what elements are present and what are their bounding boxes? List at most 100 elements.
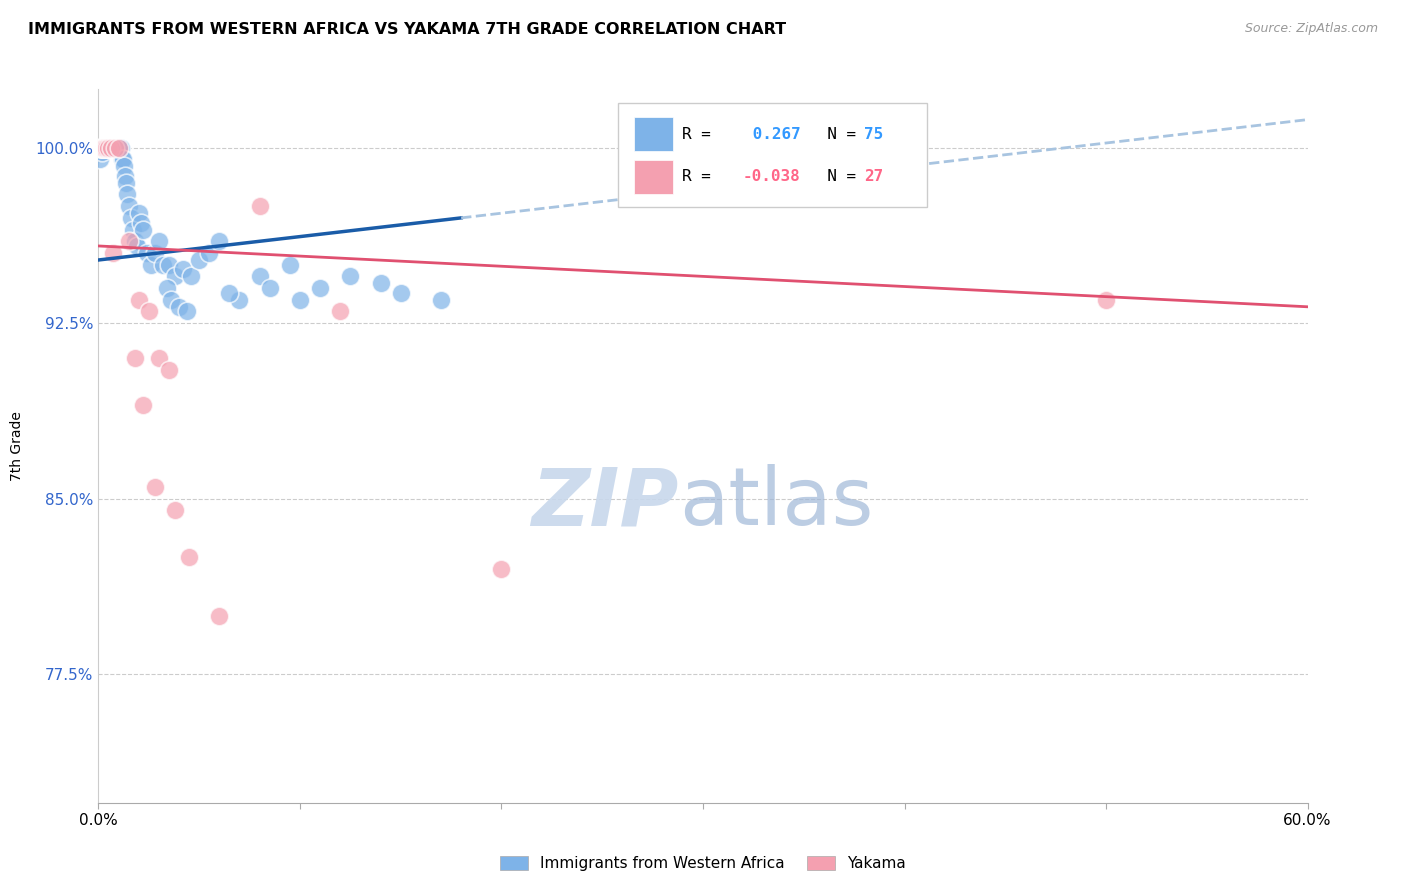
Point — [179, 550, 201, 565]
Point — [156, 281, 179, 295]
Point — [93, 141, 115, 155]
Point — [97, 141, 120, 155]
Point — [124, 234, 146, 248]
Text: atlas: atlas — [679, 464, 873, 542]
Point — [91, 141, 114, 155]
Point — [110, 141, 132, 155]
Point — [93, 141, 115, 155]
Point — [98, 141, 121, 155]
Point — [97, 141, 120, 155]
Point — [370, 277, 392, 291]
Point — [309, 281, 332, 295]
Y-axis label: 7th Grade: 7th Grade — [10, 411, 24, 481]
Point — [100, 141, 122, 155]
Point — [172, 262, 194, 277]
Point — [121, 222, 143, 236]
Point — [89, 153, 111, 167]
Point — [112, 160, 135, 174]
Point — [94, 141, 117, 155]
Text: N =: N = — [808, 127, 866, 142]
Point — [90, 141, 112, 155]
Point — [143, 480, 166, 494]
Point — [138, 304, 160, 318]
Point — [101, 141, 124, 155]
Text: N =: N = — [808, 169, 866, 185]
Point — [208, 234, 231, 248]
Point — [129, 216, 152, 230]
Point — [90, 141, 112, 155]
Text: IMMIGRANTS FROM WESTERN AFRICA VS YAKAMA 7TH GRADE CORRELATION CHART: IMMIGRANTS FROM WESTERN AFRICA VS YAKAMA… — [28, 22, 786, 37]
Point — [94, 141, 117, 155]
Point — [249, 199, 271, 213]
Point — [249, 269, 271, 284]
Point — [208, 608, 231, 623]
Point — [96, 141, 118, 155]
Point — [389, 285, 412, 300]
Point — [97, 141, 120, 155]
Point — [128, 206, 150, 220]
Point — [132, 222, 155, 236]
Point — [91, 145, 114, 160]
FancyBboxPatch shape — [634, 160, 672, 194]
Point — [114, 176, 136, 190]
Point — [176, 304, 198, 318]
Text: 0.267: 0.267 — [742, 127, 800, 142]
Text: Source: ZipAtlas.com: Source: ZipAtlas.com — [1244, 22, 1378, 36]
Point — [91, 141, 114, 155]
Point — [124, 351, 146, 366]
Point — [132, 398, 155, 412]
Point — [100, 141, 122, 155]
Point — [110, 153, 132, 167]
Point — [114, 169, 136, 183]
Point — [107, 141, 129, 155]
Point — [93, 141, 115, 155]
Point — [118, 234, 141, 248]
Point — [108, 141, 131, 155]
Point — [90, 141, 112, 155]
Point — [100, 141, 122, 155]
Point — [163, 503, 186, 517]
Point — [94, 141, 117, 155]
Point — [107, 141, 129, 155]
FancyBboxPatch shape — [634, 117, 672, 152]
Point — [96, 141, 118, 155]
Point — [120, 211, 142, 225]
Text: R =: R = — [682, 169, 721, 185]
Legend: Immigrants from Western Africa, Yakama: Immigrants from Western Africa, Yakama — [494, 850, 912, 877]
Point — [101, 141, 124, 155]
Point — [100, 141, 122, 155]
Point — [339, 269, 361, 284]
Point — [491, 562, 513, 576]
Point — [103, 141, 125, 155]
Point — [115, 187, 138, 202]
Text: ZIP: ZIP — [531, 464, 679, 542]
Point — [157, 258, 180, 272]
Point — [148, 351, 170, 366]
Point — [105, 141, 128, 155]
Point — [139, 258, 162, 272]
Point — [103, 141, 125, 155]
Point — [101, 141, 124, 155]
Point — [288, 293, 311, 307]
Point — [430, 293, 453, 307]
Point — [128, 293, 150, 307]
Text: 75: 75 — [863, 127, 883, 142]
Point — [188, 252, 211, 267]
Point — [198, 246, 221, 260]
Point — [98, 141, 121, 155]
Point — [160, 293, 183, 307]
Text: 27: 27 — [863, 169, 883, 185]
Point — [329, 304, 352, 318]
Point — [89, 141, 111, 155]
Point — [180, 269, 202, 284]
Text: R =: R = — [682, 127, 721, 142]
FancyBboxPatch shape — [619, 103, 927, 207]
Point — [103, 141, 125, 155]
Point — [152, 258, 174, 272]
Point — [107, 141, 129, 155]
Point — [1095, 293, 1118, 307]
Point — [96, 141, 118, 155]
Point — [135, 246, 157, 260]
Point — [97, 141, 120, 155]
Point — [163, 269, 186, 284]
